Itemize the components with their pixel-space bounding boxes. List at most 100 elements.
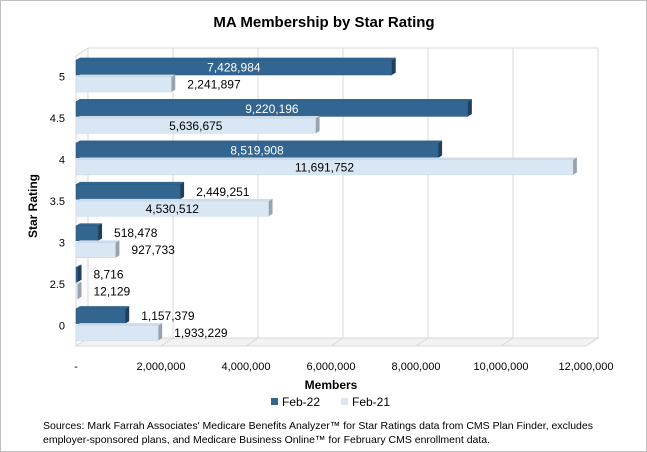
- bar-side-face: [391, 57, 396, 75]
- x-gridline-floor: [330, 337, 344, 347]
- bar-top-face: [76, 74, 176, 77]
- x-tick-label: 12,000,000: [558, 361, 613, 373]
- data-label: 2,449,251: [196, 185, 250, 199]
- bar-side-face: [268, 198, 273, 217]
- bar-side-face: [438, 140, 443, 158]
- bar: [75, 323, 163, 341]
- bar: [75, 264, 82, 283]
- data-label: 8,716: [94, 268, 124, 282]
- x-gridline-floor: [415, 337, 429, 347]
- bar: [75, 57, 396, 76]
- bar-side-face: [315, 116, 320, 134]
- data-label: 518,478: [114, 226, 158, 240]
- legend-item: Feb-21: [341, 395, 390, 409]
- x-gridline-floor: [500, 337, 514, 347]
- y-tick-label: 4: [59, 155, 65, 167]
- data-label: 11,691,752: [295, 160, 354, 174]
- bar-front-face: [75, 308, 126, 324]
- data-label: 8,519,908: [230, 143, 284, 157]
- bar-front-face: [75, 59, 392, 76]
- y-tick-label: 3.5: [50, 196, 65, 208]
- bar-side-face: [467, 99, 472, 117]
- bar: [75, 140, 443, 159]
- bar-side-face: [125, 306, 130, 324]
- bar-front-face: [75, 266, 78, 283]
- bar: [75, 116, 320, 134]
- y-axis-title: Star Rating: [26, 174, 40, 238]
- x-tick-label: 4,000,000: [222, 361, 271, 373]
- bar-top-face: [76, 281, 82, 285]
- bar: [75, 157, 577, 176]
- data-labels: 7,428,984 2,241,897 9,220,196 5,636,675 8,51…: [94, 61, 355, 341]
- data-label: 9,220,196: [245, 102, 299, 116]
- bar-top-face: [76, 157, 577, 160]
- bar-side-face: [77, 281, 82, 300]
- bar-top-face: [76, 181, 185, 185]
- x-axis: - 2,000,000 4,000,000 6,000,000 8,000,000 10,…: [74, 361, 613, 373]
- bar-side-face: [98, 223, 103, 241]
- data-label: 4,530,512: [146, 202, 200, 216]
- bar: [75, 306, 130, 324]
- x-tick-label: 10,000,000: [473, 361, 528, 373]
- x-tick-label: 2,000,000: [137, 361, 186, 373]
- x-gridline-floor: [245, 337, 259, 347]
- y-tick-label: 4.5: [50, 113, 65, 125]
- y-axis: 5 4.5 4 3.5 3 2.5 0: [50, 72, 65, 333]
- legend: Feb-22 Feb-21: [271, 395, 390, 409]
- bar: [75, 281, 82, 300]
- bar-front-face: [75, 184, 181, 200]
- y-tick-label: 3: [59, 237, 65, 249]
- data-label: 927,733: [131, 243, 175, 257]
- bar-top-face: [76, 264, 82, 268]
- bar-side-face: [77, 264, 82, 283]
- bar: [75, 240, 120, 258]
- data-label: 7,428,984: [207, 61, 261, 75]
- bar: [75, 198, 273, 217]
- bar-top-face: [76, 99, 472, 102]
- y-tick-label: 2.5: [50, 279, 65, 291]
- bar-chart: MA Membership by Star Rating 7,428,984 2,…: [26, 14, 614, 409]
- y-tick-label: 5: [59, 72, 65, 84]
- x-tick-label: -: [74, 361, 78, 373]
- legend-item: Feb-22: [271, 395, 320, 409]
- bar-top-face: [76, 140, 443, 143]
- x-gridline-floor: [585, 337, 599, 347]
- bar-side-face: [115, 240, 120, 258]
- bar: [75, 223, 103, 241]
- data-label: 1,157,379: [141, 309, 195, 323]
- bar-top-face: [76, 57, 396, 60]
- bar-front-face: [75, 325, 159, 341]
- legend-label: Feb-21: [352, 395, 390, 409]
- data-label: 2,241,897: [187, 78, 241, 92]
- data-label: 5,636,675: [169, 119, 223, 133]
- bar-top-face: [76, 323, 163, 326]
- bar-side-face: [171, 74, 176, 92]
- x-gridline-floor: [160, 337, 174, 347]
- bar-front-face: [75, 159, 574, 176]
- bar-front-face: [75, 283, 78, 300]
- bar: [75, 74, 176, 93]
- bar-front-face: [75, 242, 116, 258]
- x-axis-title: Members: [305, 378, 358, 392]
- data-label: 12,129: [94, 285, 131, 299]
- bar-side-face: [158, 323, 163, 341]
- bar-side-face: [180, 181, 185, 200]
- bar-front-face: [75, 201, 269, 217]
- x-tick-label: 8,000,000: [392, 361, 441, 373]
- source-note: Sources: Mark Farrah Associates' Medicar…: [43, 420, 593, 446]
- bar-top-face: [76, 223, 103, 226]
- legend-label: Feb-22: [282, 395, 320, 409]
- bar-top-face: [76, 198, 273, 202]
- data-label: 1,933,229: [174, 326, 228, 340]
- bar-front-face: [75, 76, 172, 93]
- bars: [75, 57, 577, 341]
- legend-swatch: [341, 398, 348, 405]
- bar-front-face: [75, 118, 316, 134]
- bar-front-face: [75, 225, 99, 241]
- bar: [75, 181, 185, 200]
- x-tick-label: 6,000,000: [307, 361, 356, 373]
- bar-side-face: [572, 157, 577, 175]
- legend-swatch: [271, 398, 278, 405]
- bar-top-face: [76, 116, 320, 119]
